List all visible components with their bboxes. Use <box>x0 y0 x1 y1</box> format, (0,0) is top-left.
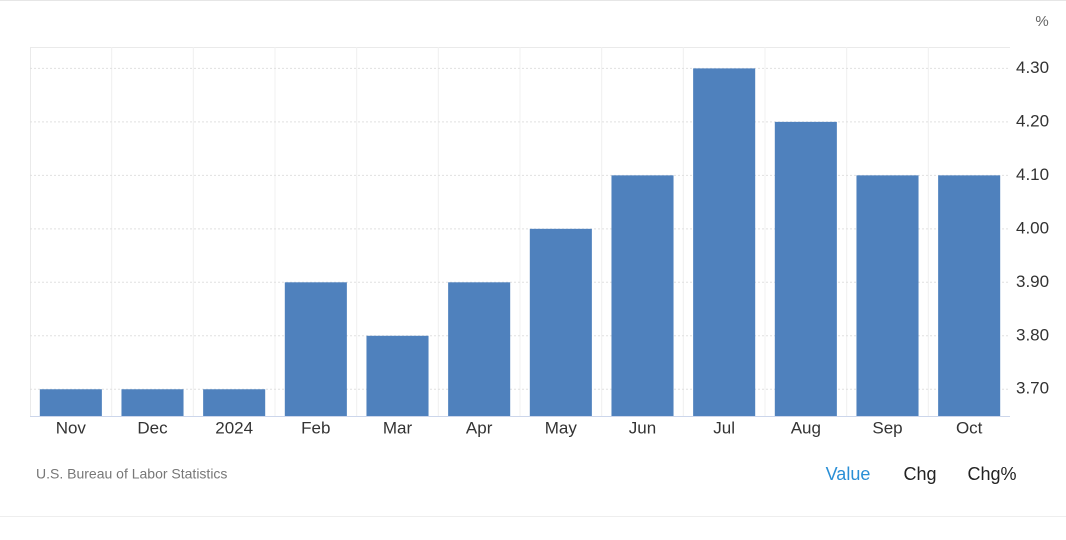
bar <box>448 282 511 416</box>
y-tick-label: 4.00 <box>1016 218 1049 237</box>
range-button[interactable]: Chg% <box>967 464 1016 484</box>
bar <box>856 175 919 416</box>
bar <box>774 121 837 416</box>
x-tick-label: Jun <box>629 418 656 437</box>
y-tick-label: 4.30 <box>1016 58 1049 77</box>
x-tick-label: Jul <box>713 418 735 437</box>
bar <box>529 228 592 416</box>
x-tick-label: Nov <box>56 418 87 437</box>
range-button[interactable]: Chg <box>903 464 936 484</box>
bar <box>366 335 429 416</box>
x-tick-label: 2024 <box>215 418 253 437</box>
bar <box>39 389 102 416</box>
bar <box>693 68 756 417</box>
bar <box>121 389 184 416</box>
bar <box>611 175 674 416</box>
x-tick-label: Oct <box>956 418 983 437</box>
y-tick-label: 3.70 <box>1016 379 1049 398</box>
y-tick-label: 4.10 <box>1016 165 1049 184</box>
x-tick-label: Feb <box>301 418 330 437</box>
source: U.S. Bureau of Labor Statistics <box>36 466 227 482</box>
bar <box>938 175 1001 416</box>
x-tick-label: Sep <box>872 418 902 437</box>
x-tick-label: Aug <box>791 418 821 437</box>
y-tick-label: 3.90 <box>1016 272 1049 291</box>
bar <box>284 282 347 416</box>
range-button[interactable]: Value <box>826 464 871 484</box>
y-unit: % <box>1035 13 1048 30</box>
x-tick-label: May <box>545 418 578 437</box>
y-tick-label: 3.80 <box>1016 325 1049 344</box>
x-tick-label: Apr <box>466 418 493 437</box>
bar <box>203 389 266 416</box>
x-tick-label: Mar <box>383 418 413 437</box>
y-tick-label: 4.20 <box>1016 111 1049 130</box>
x-tick-label: Dec <box>137 418 168 437</box>
